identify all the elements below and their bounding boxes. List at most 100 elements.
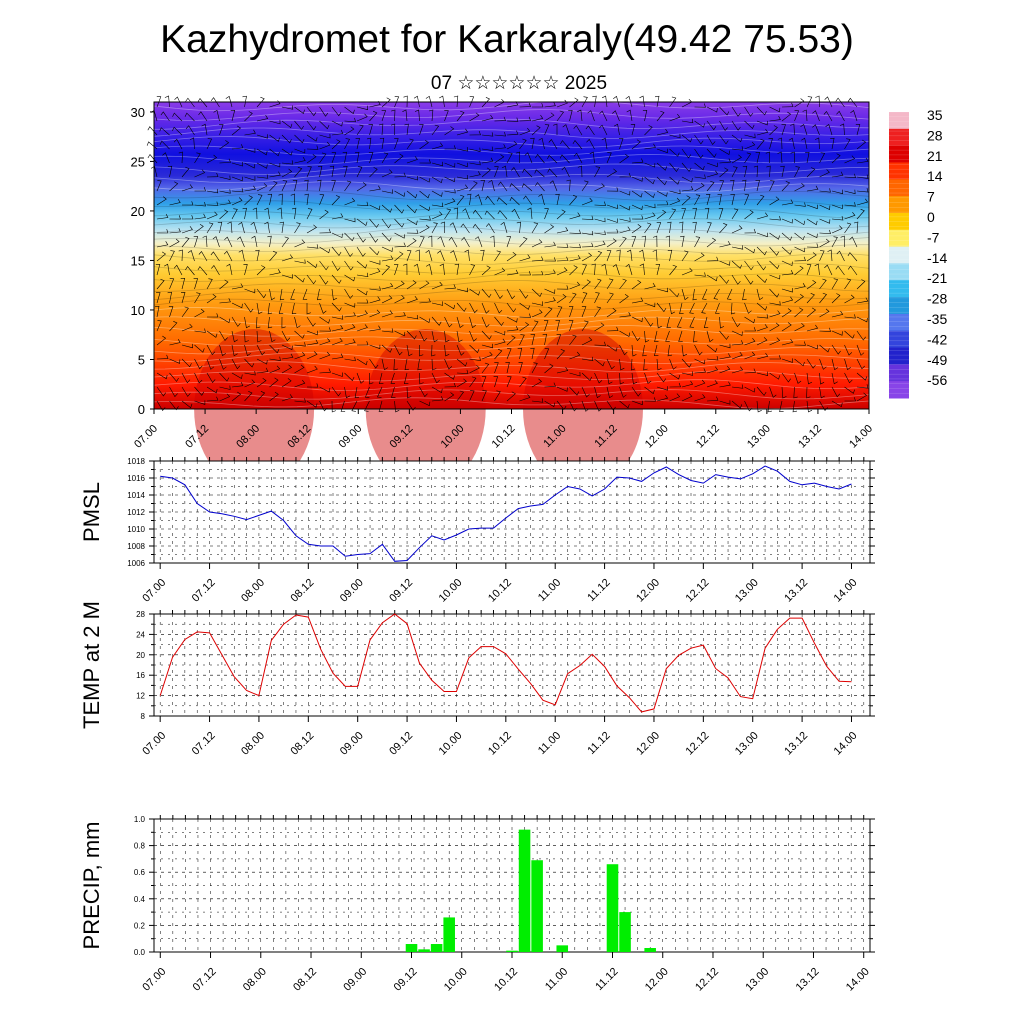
wind-barb (292, 179, 298, 192)
wind-barb (394, 294, 405, 304)
wind-barb (219, 175, 231, 180)
wind-barb (581, 306, 587, 318)
y-tick-label: 0 (138, 402, 145, 417)
wind-barb (181, 236, 190, 248)
colorbar-label: -56 (927, 372, 947, 388)
wind-barb (406, 314, 419, 320)
x-tick-label: 08.00 (241, 966, 269, 994)
wind-barb (511, 166, 520, 178)
wind-barb (840, 235, 845, 248)
wind-barb (226, 263, 233, 276)
wind-barb (231, 302, 243, 309)
wind-barb (769, 337, 781, 346)
wind-barb (831, 358, 839, 371)
wind-barb (269, 134, 280, 142)
wind-barb (781, 386, 787, 399)
wind-barb (481, 114, 494, 122)
wind-barb (644, 222, 652, 234)
wind-barb (706, 106, 718, 113)
wind-barb (756, 302, 768, 311)
wind-barb (619, 358, 625, 371)
wind-barb (694, 394, 706, 402)
wind-barb (569, 371, 581, 377)
wind-barb (806, 293, 815, 304)
wind-barb (319, 368, 331, 374)
wind-barb (544, 208, 549, 220)
wind-barb (719, 274, 729, 284)
wind-barb (644, 162, 656, 168)
wind-barb (669, 372, 680, 380)
wind-barb (356, 272, 369, 278)
wind-barb (814, 137, 820, 150)
wind-barb (269, 250, 278, 262)
wind-barb (494, 116, 506, 122)
wind-barb (494, 330, 506, 336)
wind-barb (156, 320, 162, 332)
wind-barb (164, 95, 170, 108)
wind-barb (531, 320, 539, 332)
wind-barb (319, 209, 329, 220)
contour-line (153, 289, 870, 300)
wind-barb (331, 315, 344, 320)
wind-barb (244, 129, 256, 136)
wind-barb (731, 400, 743, 409)
wind-barb (331, 386, 341, 397)
colorbar-swatch (889, 297, 909, 315)
wind-barb (844, 222, 852, 234)
x-tick-label: 09.00 (341, 966, 369, 994)
wind-barb (831, 330, 843, 336)
x-tick-label: 10.12 (486, 577, 514, 605)
wind-barb (744, 274, 754, 285)
wind-barb (356, 299, 369, 304)
wind-barb (780, 165, 785, 178)
wind-barb (437, 236, 445, 248)
wind-barb (156, 241, 169, 248)
wind-barb (856, 208, 865, 220)
wind-barb (475, 194, 483, 206)
wind-barb (244, 358, 255, 368)
wind-barb (719, 381, 731, 388)
wind-barb (444, 302, 455, 310)
wind-barb (444, 188, 456, 194)
wind-barb (644, 386, 655, 395)
wind-barb (182, 201, 194, 206)
wind-barb (819, 358, 827, 370)
wind-barb (169, 321, 178, 332)
wind-barb (294, 379, 306, 388)
wind-barb (856, 188, 869, 193)
wind-barb (616, 249, 621, 262)
wind-barb (344, 312, 356, 318)
wind-barb (506, 101, 519, 108)
wind-barb (256, 148, 268, 156)
wind-barb (706, 148, 717, 158)
wind-barb (719, 158, 731, 164)
wind-barb (844, 330, 855, 339)
wind-barb (521, 183, 533, 192)
wind-barb (281, 394, 293, 402)
y-tick-label: 10 (131, 303, 145, 318)
wind-barb (706, 180, 715, 192)
precip-bar (531, 860, 543, 952)
wind-barb (547, 168, 558, 178)
wind-barb (819, 344, 830, 353)
wind-barb (547, 154, 558, 164)
contour-line (153, 190, 870, 201)
wind-barb (244, 391, 253, 402)
wind-barb (587, 110, 595, 122)
wind-barb (531, 362, 538, 374)
wind-barb (344, 138, 350, 150)
wind-barb (681, 118, 694, 124)
wind-barb (669, 113, 681, 122)
wind-barb (156, 96, 162, 108)
y-tick-label: 25 (131, 154, 145, 169)
wind-barb (238, 221, 245, 234)
wind-barb (619, 204, 631, 211)
wind-barb (428, 109, 434, 122)
wind-barb (369, 110, 378, 122)
wind-barb (744, 228, 756, 234)
wind-barb (306, 400, 318, 408)
wind-barb (719, 180, 725, 192)
wind-barb (805, 151, 810, 164)
wind-barb (494, 144, 506, 150)
colorbar-swatch (889, 263, 909, 281)
